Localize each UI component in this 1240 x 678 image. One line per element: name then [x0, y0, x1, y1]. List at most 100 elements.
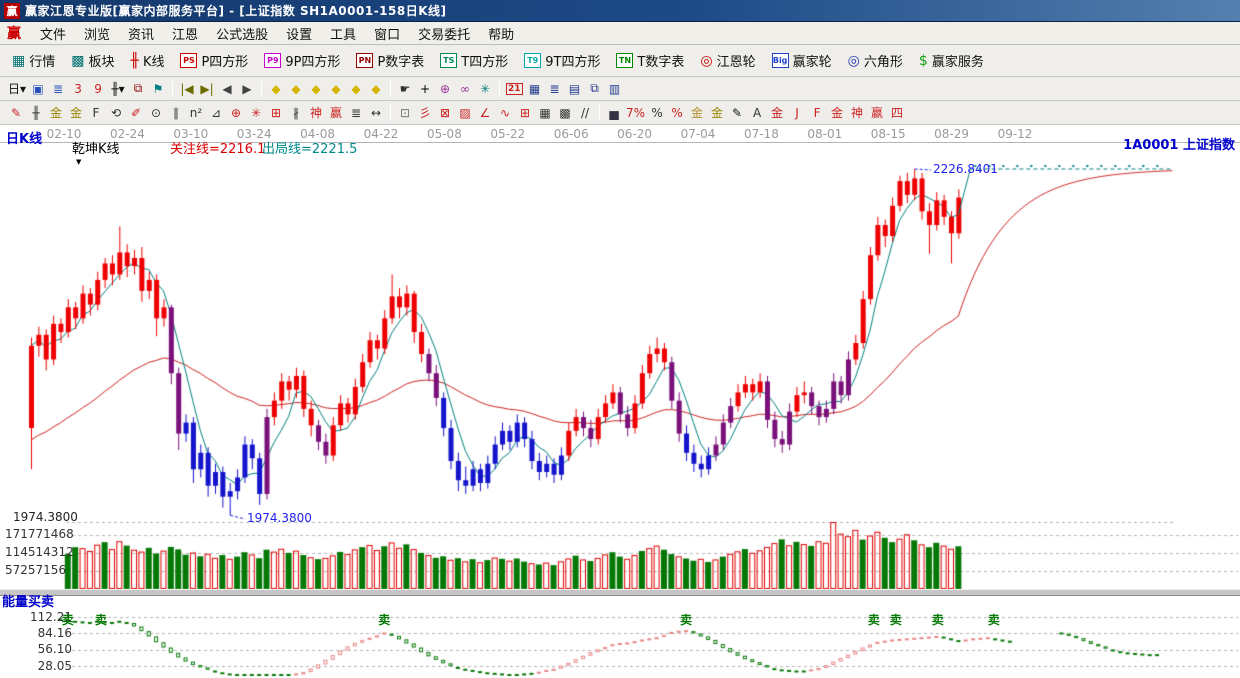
gann-web-button[interactable]: ✳ [246, 103, 266, 122]
bar-stats-button[interactable]: ▅ [604, 103, 624, 122]
seven-pct-button[interactable]: 7% [624, 103, 647, 122]
menu-item-5[interactable]: 设置 [286, 27, 313, 43]
calculator-button[interactable]: ▦ [525, 79, 545, 98]
si-angle-button[interactable]: 四 [887, 103, 907, 122]
shen-angle-button[interactable]: 神 [847, 103, 867, 122]
angle-button[interactable]: ⊿ [206, 103, 226, 122]
pane-splitter[interactable] [0, 589, 1240, 596]
pen2-button[interactable]: ✐ [126, 103, 146, 122]
calendar-button[interactable]: 21 [504, 79, 525, 98]
notepad-button[interactable]: ≣ [545, 79, 565, 98]
winner-wheel-button[interactable]: Big 赢家轮 [764, 49, 840, 72]
analysis-web-button[interactable]: ✳ [475, 79, 495, 98]
spiral-button[interactable]: ⟲ [106, 103, 126, 122]
print-button[interactable]: ▥ [605, 79, 625, 98]
candle-style-dropdown-button[interactable]: 日▾ [6, 79, 28, 98]
pct-line-button[interactable]: % [667, 103, 687, 122]
wave-button[interactable]: ∿ [495, 103, 515, 122]
menu-item-6[interactable]: 工具 [330, 27, 357, 43]
copy-button[interactable]: ⧉ [585, 79, 605, 98]
menu-item-4[interactable]: 公式选股 [216, 27, 269, 43]
box-x-button[interactable]: ⊠ [435, 103, 455, 122]
pen-red-button[interactable]: ✎ [6, 103, 26, 122]
gann-grid-button[interactable]: ⊞ [266, 103, 286, 122]
last-page-button[interactable]: ▶| [197, 79, 217, 98]
ruler-ticks-button[interactable]: ╫ [26, 103, 46, 122]
kline-style-dropdown[interactable]: 乾坤K线 [72, 142, 120, 157]
quote-table-button[interactable]: ▦ 行情 [4, 49, 63, 72]
first-page-button[interactable]: |◀ [177, 79, 197, 98]
color-chart-button[interactable]: ⚑ [148, 79, 168, 98]
cycle-circle-button[interactable]: ⊙ [146, 103, 166, 122]
ying-angle-button[interactable]: 赢 [867, 103, 887, 122]
percent-button[interactable]: % [647, 103, 667, 122]
prev-button[interactable]: ◀ [217, 79, 237, 98]
badge-ps-button[interactable]: PS P四方形 [172, 49, 256, 72]
zoom-in-x-button[interactable]: ◆ [286, 79, 306, 98]
fan-lines-button[interactable]: 彡 [415, 103, 435, 122]
badge-tn-button[interactable]: TN T数字表 [608, 49, 692, 72]
pen-black-button[interactable]: ✎ [727, 103, 747, 122]
gold-tool2-button[interactable]: 金 [66, 103, 86, 122]
expand-all-button[interactable]: ◆ [346, 79, 366, 98]
crosshair-button[interactable]: + [415, 79, 435, 98]
slant-lines-button[interactable]: // [575, 103, 595, 122]
winner-service-button[interactable]: $ 赢家服务 [911, 49, 992, 72]
badge-ts-button[interactable]: TS T四方形 [432, 49, 516, 72]
ticks2-button[interactable]: ∥ [166, 103, 186, 122]
gold-line-button[interactable]: 金 [707, 103, 727, 122]
menu-item-3[interactable]: 江恩 [172, 27, 199, 43]
shen-grid-button[interactable]: 神 [306, 103, 326, 122]
box-hatch-button[interactable]: ▨ [455, 103, 475, 122]
quote-marks-button[interactable]: ∦ [286, 103, 306, 122]
gann-crosshair-button[interactable]: ⊕ [226, 103, 246, 122]
grid-dark-button[interactable]: ▦ [535, 103, 555, 122]
gann-wheel-button[interactable]: ◎ 江恩轮 [692, 49, 763, 72]
grid-dark2-button[interactable]: ▩ [555, 103, 575, 122]
a-shape-button[interactable]: A [747, 103, 767, 122]
j-angle-button[interactable]: J [787, 103, 807, 122]
gold-tool-button[interactable]: 金 [46, 103, 66, 122]
chevron-down-icon[interactable]: ▼ [76, 158, 82, 166]
gold-angle-button[interactable]: 金 [827, 103, 847, 122]
f-angle-button[interactable]: F [807, 103, 827, 122]
hexagon-button[interactable]: ◎ 六角形 [840, 49, 911, 72]
zoom-out-x-button[interactable]: ◆ [266, 79, 286, 98]
menu-item-8[interactable]: 交易委托 [418, 27, 471, 43]
report-button[interactable]: ≣ [48, 79, 68, 98]
badge-p9-button[interactable]: P9 9P四方形 [256, 49, 348, 72]
expand-x-button[interactable]: ◆ [306, 79, 326, 98]
menu-item-1[interactable]: 浏览 [84, 27, 111, 43]
badge-pn-button[interactable]: PN P数字表 [348, 49, 432, 72]
candle-dropdown-button[interactable]: ╫▾ [108, 79, 128, 98]
compress-x-button[interactable]: ◆ [326, 79, 346, 98]
bars-9-button[interactable]: 9 [88, 79, 108, 98]
next-button[interactable]: ▶ [237, 79, 257, 98]
box-select-button[interactable]: ⊡ [395, 103, 415, 122]
save-button[interactable]: ▤ [565, 79, 585, 98]
hand-button[interactable]: ☛ [395, 79, 415, 98]
menu-item-9[interactable]: 帮助 [488, 27, 515, 43]
ruler-123-button[interactable]: ≣ [346, 103, 366, 122]
measure-button[interactable]: ↔ [366, 103, 386, 122]
badge-t9-button[interactable]: T9 9T四方形 [516, 49, 608, 72]
bars-3-button[interactable]: 3 [68, 79, 88, 98]
chart-canvas[interactable] [0, 125, 1240, 678]
gold-circle-button[interactable]: 金 [687, 103, 707, 122]
ying-grid-button[interactable]: 赢 [326, 103, 346, 122]
kline-button[interactable]: ╫ K线 [123, 49, 173, 72]
grid-red-button[interactable]: ⊞ [515, 103, 535, 122]
angle-lines-button[interactable]: ∠ [475, 103, 495, 122]
formula-button[interactable]: ⧉ [128, 79, 148, 98]
menu-item-2[interactable]: 资讯 [128, 27, 155, 43]
n2-button[interactable]: n² [186, 103, 206, 122]
zoom-area-button[interactable]: ⊕ [435, 79, 455, 98]
chart-window-button[interactable]: ▣ [28, 79, 48, 98]
fib-ticks-button[interactable]: F [86, 103, 106, 122]
blocks-button[interactable]: ▩ 板块 [63, 49, 122, 72]
gann-glasses-button[interactable]: ∞ [455, 79, 475, 98]
menu-item-0[interactable]: 文件 [40, 27, 67, 43]
gold-red-button[interactable]: 金 [767, 103, 787, 122]
compress-all-button[interactable]: ◆ [366, 79, 386, 98]
menu-item-7[interactable]: 窗口 [374, 27, 401, 43]
